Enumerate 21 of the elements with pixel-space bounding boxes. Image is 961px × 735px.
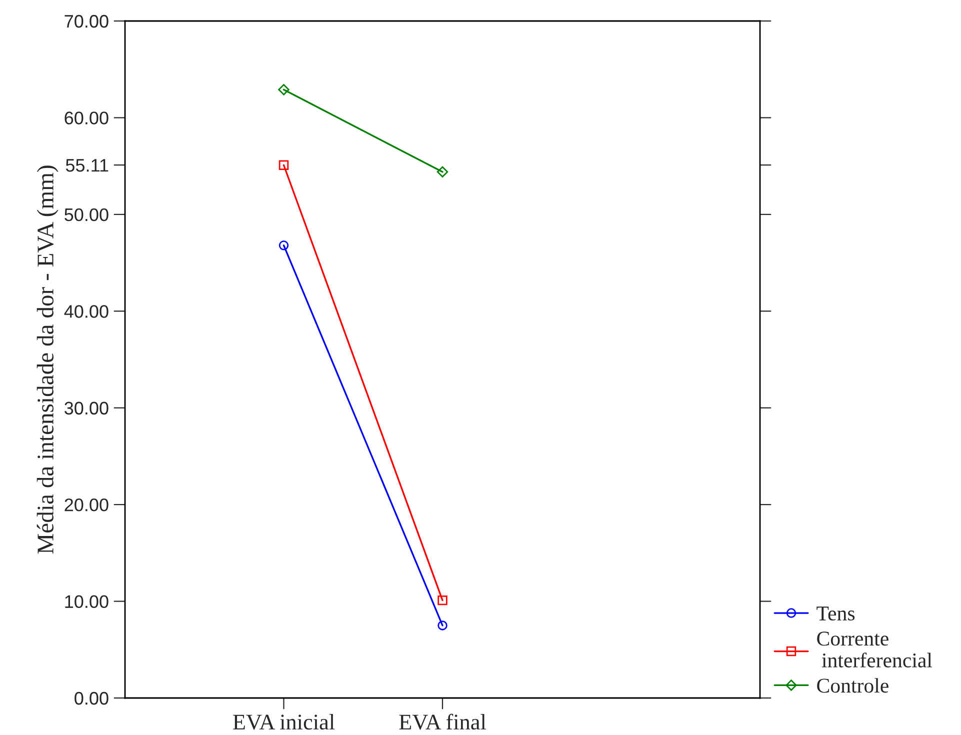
legend-label: Controle [817,678,888,693]
y-tick-label: 55.11 [66,159,108,172]
y-tick-label: 50.00 [64,208,108,222]
y-tick-label: 0.00 [74,692,108,705]
point [438,620,448,630]
y-axis-title: Média da intensidade da dor - EVA (mm) [36,166,58,554]
y-tick-label: 70.00 [64,14,108,28]
legend-label: Corrente interferencial [817,632,932,668]
y-tick-label: 10.00 [65,595,108,608]
legend-label: Tens [816,606,855,621]
y-tick-label: 30.00 [64,402,108,415]
y-tick-label: 20.00 [64,498,108,512]
point [436,166,448,178]
point [438,595,448,606]
point [278,84,290,96]
y-tick-label: 60.00 [64,112,108,124]
point [278,160,289,170]
x-tick-label: EVA final [399,714,486,730]
x-tick-label: EVA inicial [233,714,335,730]
y-tick-label: 40.00 [64,305,108,318]
point [278,240,289,250]
